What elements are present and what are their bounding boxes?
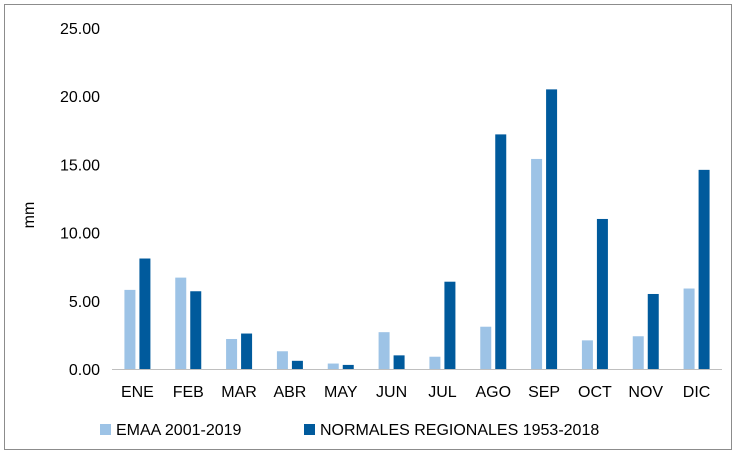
bar-emaa-may	[327, 363, 339, 369]
y-axis-ticks: 0.00 5.00 10.00 15.00 20.00 25.00	[60, 21, 100, 379]
bar-emaa-abr	[276, 351, 288, 369]
bar-normales-abr	[291, 360, 303, 369]
y-tick-label: 25.00	[60, 21, 100, 38]
bar-emaa-dic	[683, 288, 695, 369]
x-axis-ticks: ENE FEB MAR ABR MAY JUN JUL AGO SEP OCT NOV DIC	[121, 384, 710, 401]
legend-label-emaa: EMAA 2001-2019	[116, 422, 242, 439]
bar-normales-may	[342, 364, 354, 369]
bar-emaa-jun	[378, 332, 390, 369]
x-tick-label-jun: JUN	[376, 384, 407, 401]
y-axis-title: mm	[21, 202, 38, 229]
bar-emaa-oct	[581, 340, 593, 369]
bar-emaa-nov	[632, 336, 644, 369]
bar-normales-nov	[647, 293, 659, 369]
bar-normales-jul	[444, 281, 456, 369]
y-tick-label: 15.00	[60, 157, 100, 174]
y-tick-label: 5.00	[69, 294, 100, 311]
y-tick-label: 0.00	[69, 362, 100, 379]
x-tick-label-mar: MAR	[221, 384, 257, 401]
x-tick-label-dic: DIC	[683, 384, 711, 401]
bar-normales-dic	[698, 169, 710, 369]
bars	[124, 89, 710, 369]
bar-emaa-ago	[480, 326, 492, 369]
x-tick-label-nov: NOV	[628, 384, 663, 401]
bar-emaa-sep	[531, 158, 543, 369]
bar-emaa-jul	[429, 356, 441, 369]
bar-normales-feb	[190, 291, 202, 369]
legend: EMAA 2001-2019 NORMALES REGIONALES 1953-2…	[100, 422, 599, 439]
bar-normales-oct	[596, 218, 608, 369]
bar-emaa-mar	[226, 338, 238, 369]
bar-normales-ago	[495, 134, 507, 369]
x-tick-label-feb: FEB	[173, 384, 204, 401]
y-tick-label: 10.00	[60, 226, 100, 243]
chart-frame	[4, 4, 732, 450]
x-tick-label-ago: AGO	[475, 384, 511, 401]
x-tick-label-sep: SEP	[528, 384, 560, 401]
x-tick-label-jul: JUL	[428, 384, 457, 401]
x-tick-label-abr: ABR	[273, 384, 306, 401]
x-tick-label-oct: OCT	[578, 384, 612, 401]
bar-emaa-feb	[175, 277, 187, 369]
x-tick-label-may: MAY	[324, 384, 358, 401]
bar-normales-mar	[241, 333, 253, 369]
bar-normales-sep	[546, 89, 558, 369]
legend-swatch-emaa	[100, 424, 111, 435]
y-tick-label: 20.00	[60, 89, 100, 106]
legend-label-normales: NORMALES REGIONALES 1953-2018	[320, 422, 599, 439]
x-tick-label-ene: ENE	[121, 384, 154, 401]
bar-normales-ene	[139, 258, 151, 369]
bar-normales-jun	[393, 355, 405, 369]
bar-emaa-ene	[124, 289, 136, 369]
legend-swatch-normales	[304, 424, 315, 435]
